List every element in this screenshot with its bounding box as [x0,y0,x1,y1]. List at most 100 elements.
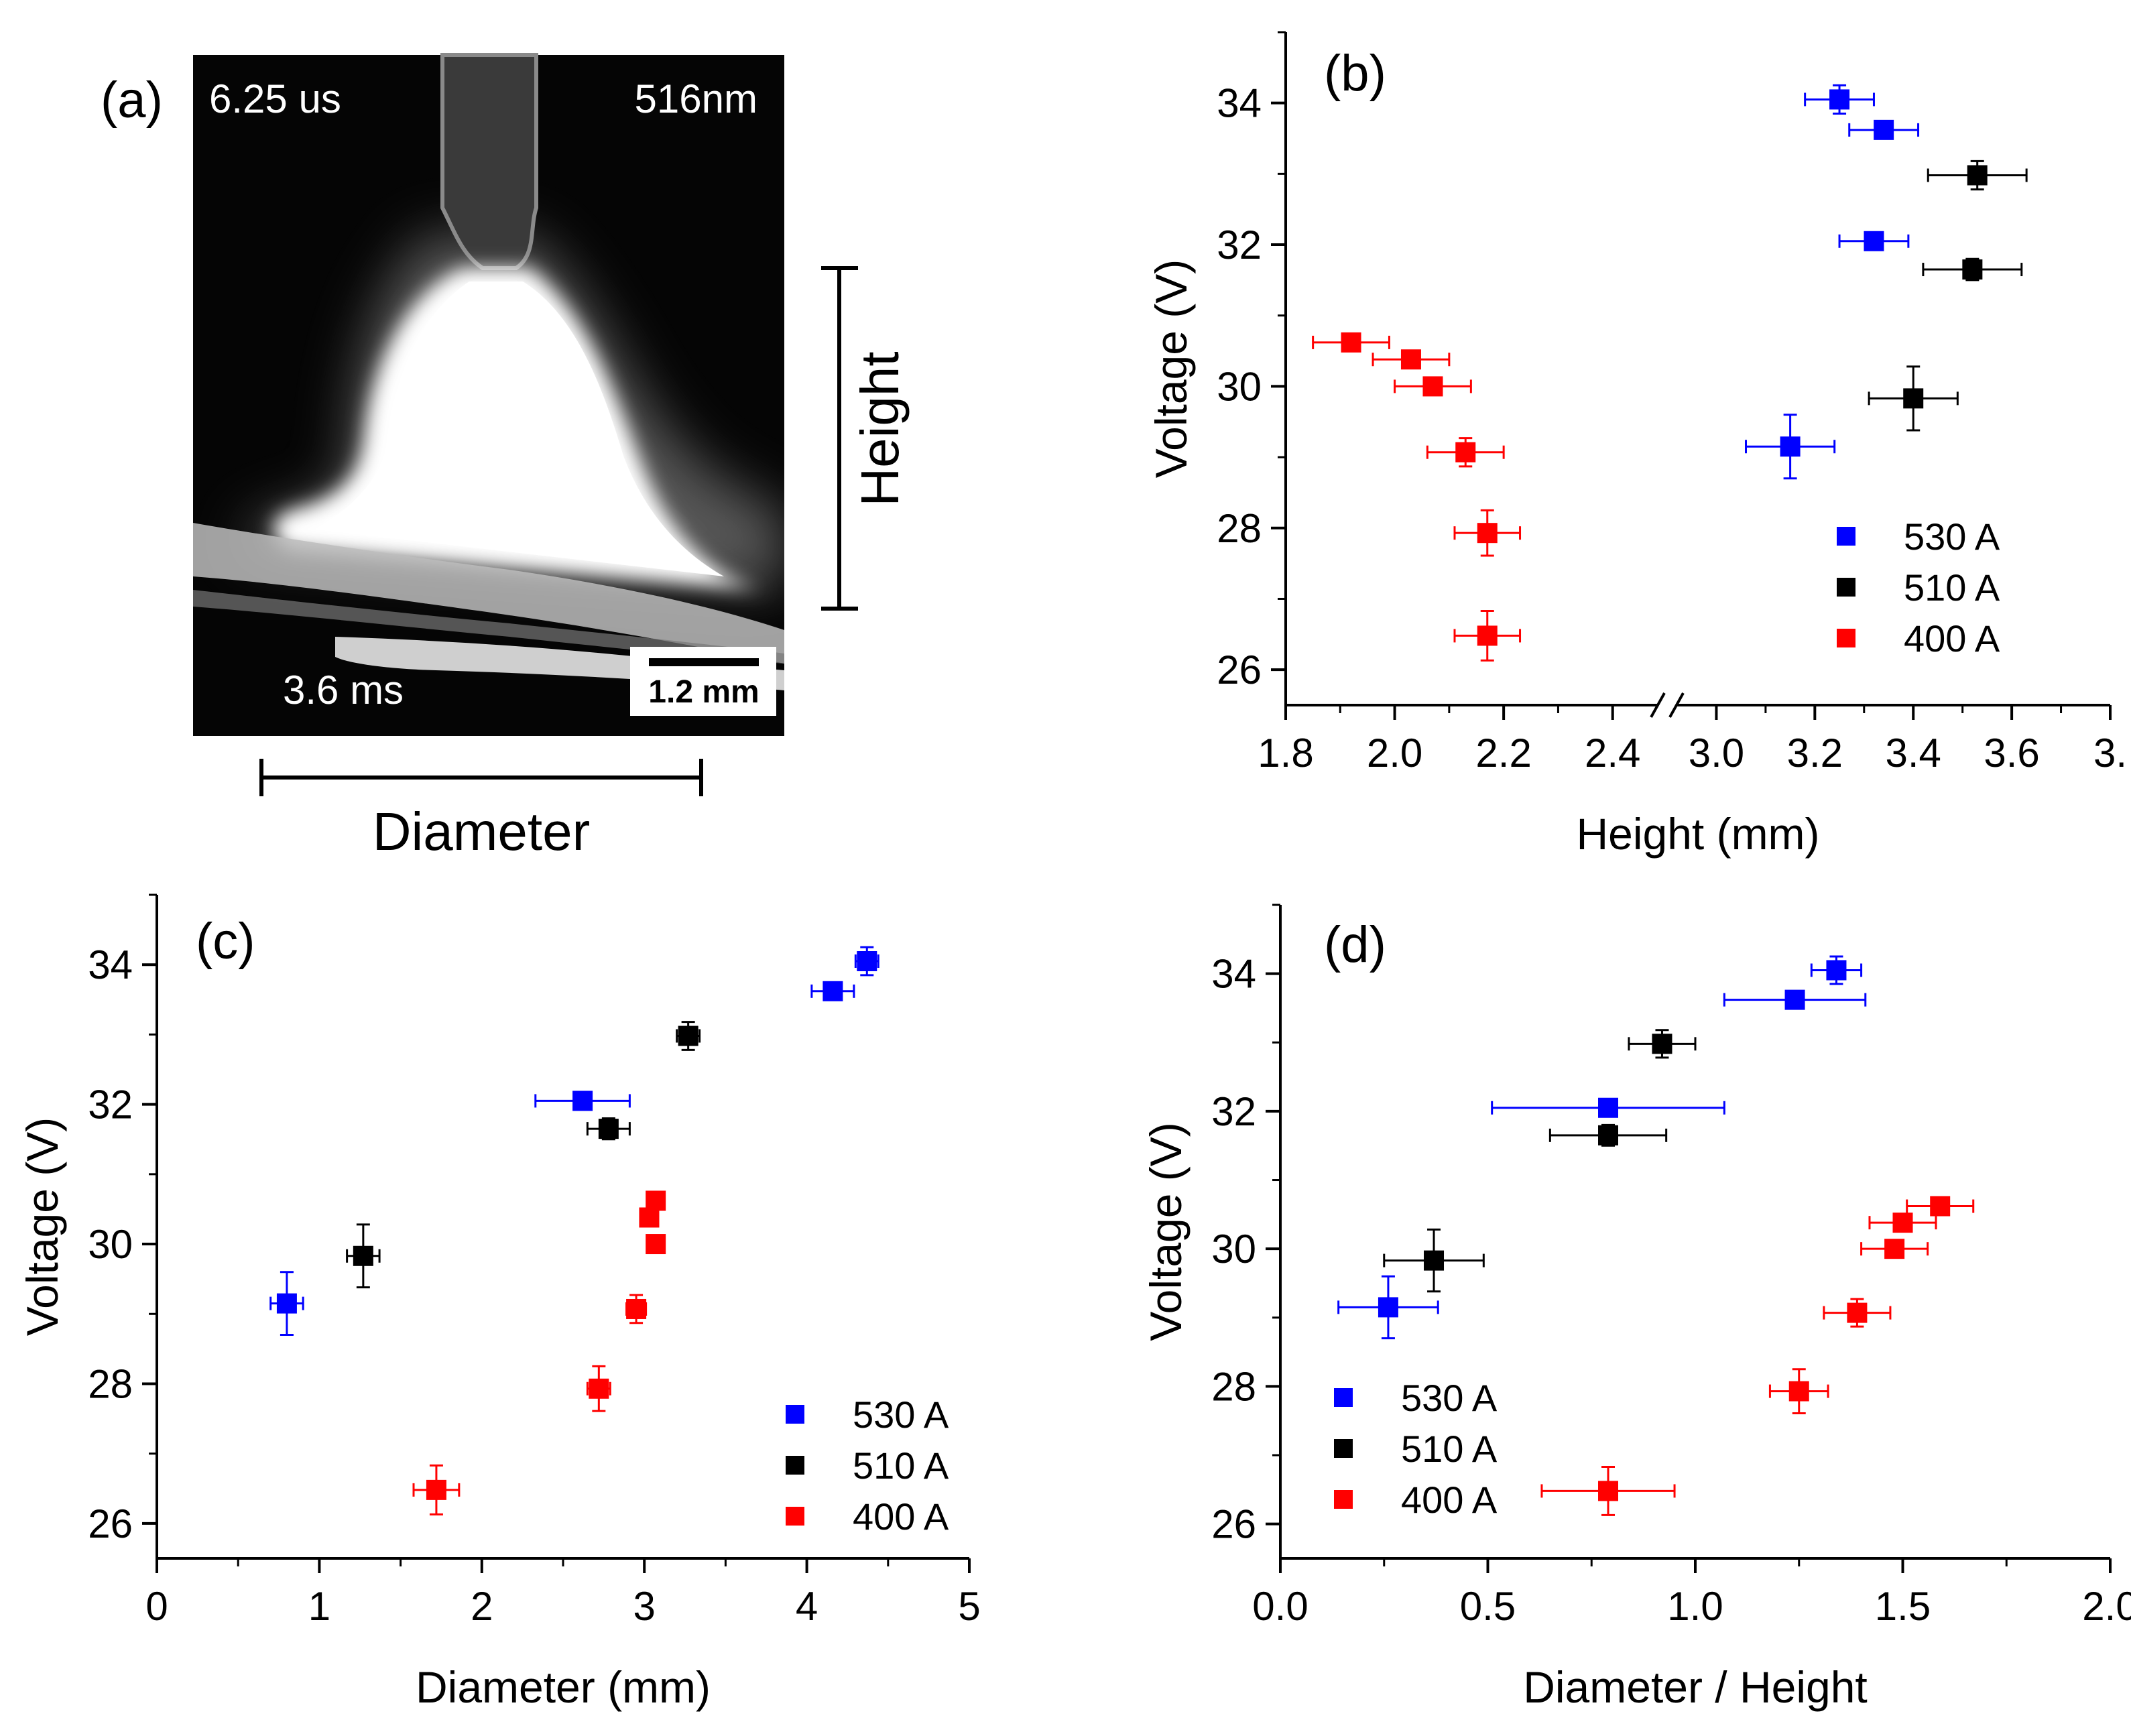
data-point [1628,1029,1697,1059]
legend-label: 510 A [1401,1428,1498,1470]
y-tick-label: 30 [1217,364,1262,409]
data-point [1922,257,2023,282]
data-point [625,1294,648,1324]
data-point [1548,1123,1668,1147]
marker-530a [1378,1297,1398,1318]
data-point [586,1365,611,1412]
marker-530a [1598,1097,1619,1118]
marker-510a [1598,1125,1619,1145]
legend-label: 400 A [853,1495,949,1538]
legend-label: 530 A [853,1393,949,1436]
data-point [1426,437,1505,468]
data-point [1848,119,1920,140]
y-tick-label: 32 [1217,223,1262,267]
substrate [193,523,784,664]
marker-400a [1788,1381,1809,1402]
wavelength-label: 516nm [635,76,757,121]
legend-marker [1334,1439,1353,1458]
y-tick-label: 32 [1211,1089,1256,1134]
marker-530a [823,981,843,1001]
legend-label: 400 A [1904,617,2000,660]
data-point [1745,414,1836,480]
y-tick-label: 34 [88,942,133,987]
legend-label: 400 A [1401,1479,1498,1521]
x-tick-label: 0.0 [1252,1584,1308,1629]
data-point [1804,84,1875,115]
data-point [1312,332,1390,353]
data-point [1723,989,1867,1010]
data-point [1906,1196,1975,1217]
scale-bar-label: 1.2 mm [648,674,759,710]
panel-a-photo: 6.25 us 516nm 3.6 ms 1.2 mm (a) Height D… [101,55,910,861]
y-tick-label: 32 [88,1082,133,1127]
marker-400a [426,1479,446,1500]
marker-510a [1903,388,1924,409]
x-tick-label: 1.5 [1875,1584,1931,1629]
marker-400a [639,1207,660,1228]
legend-marker [1837,527,1855,546]
data-point [676,1021,701,1051]
data-point [1768,1368,1829,1414]
marker-530a [1829,89,1850,110]
data-point [269,1271,304,1337]
marker-400a [1477,625,1498,646]
data-point [412,1464,461,1515]
marker-530a [1784,989,1805,1010]
y-axis-title: Voltage (V) [1146,259,1196,479]
marker-400a [1477,523,1498,544]
x-axis-title: Diameter / Height [1523,1662,1868,1712]
y-tick-label: 28 [1211,1364,1256,1409]
axis-break-mark [1650,692,1666,718]
x-tick-label: 0 [145,1584,168,1629]
data-point [1337,1275,1439,1340]
x-tick-label: 3. [2093,731,2127,776]
marker-530a [572,1091,593,1111]
legend-marker [786,1456,804,1475]
data-point [1927,160,2028,191]
y-tick-label: 28 [88,1361,133,1406]
data-point [1823,1298,1892,1328]
panel-label: (c) [196,913,255,970]
data-point [1868,365,1959,432]
data-point [346,1223,381,1289]
data-point [1540,1466,1676,1516]
legend-marker [1334,1388,1353,1407]
marker-510a [1424,1250,1445,1271]
x-tick-label: 0.5 [1460,1584,1516,1629]
marker-400a [626,1298,647,1319]
data-point [586,1117,631,1141]
data-point [1383,1228,1485,1293]
marker-510a [1967,165,1988,186]
y-tick-label: 30 [88,1222,133,1267]
legend-marker [1837,629,1855,647]
panel-b-height-chart: 26 28 30 32 34 1.8 2.0 2.2 2.4 3.0 3.2 3.4 3.6 3. Heig… [1146,31,2127,859]
x-tick-label: 3 [633,1584,656,1629]
x-tick-label: 3.6 [1984,731,2039,776]
height-label: Height [850,351,910,506]
legend-marker [1837,578,1855,597]
x-tick-label: 5 [958,1584,980,1629]
y-axis-title: Voltage (V) [1141,1122,1191,1341]
legend-label: 510 A [1904,566,2000,609]
y-tick-label: 26 [1211,1502,1256,1547]
y-tick-label: 34 [1211,952,1256,997]
legend-marker [786,1405,804,1424]
marker-400a [1400,349,1421,370]
marker-510a [678,1026,698,1046]
data-point [639,1207,660,1228]
y-axis-title: Voltage (V) [17,1117,67,1337]
y-tick-label: 26 [88,1501,133,1546]
y-tick-label: 30 [1211,1227,1256,1272]
legend-label: 530 A [1904,515,2000,558]
panel-label: (b) [1324,45,1386,102]
marker-400a [1892,1213,1913,1233]
x-tick-label: 2.2 [1475,731,1531,776]
data-point [1453,609,1522,662]
data-point [854,946,879,977]
marker-400a [646,1190,666,1211]
legend: 530 A 510 A 400 A [786,1393,949,1538]
marker-400a [1884,1239,1905,1259]
data-point [1868,1213,1937,1233]
marker-510a [1652,1034,1672,1054]
